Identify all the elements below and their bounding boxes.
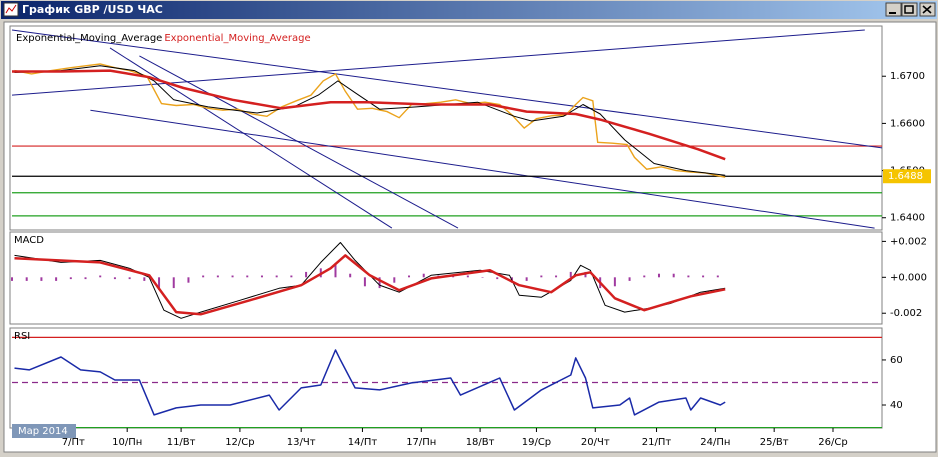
histogram-bar [687,275,690,278]
x-tick-label: 26/Ср [818,437,847,448]
period-badge [12,424,76,438]
x-tick-label: 25/Вт [760,437,789,448]
x-tick-label: 24/Пн [700,437,730,448]
histogram-bar [525,277,528,281]
window-icon-glyph [5,4,17,14]
histogram-bar [128,277,131,280]
histogram-bar [246,275,249,278]
x-tick-label: 14/Пт [348,437,378,448]
x-tick-label: 17/Пн [406,437,436,448]
price-line [14,63,726,178]
histogram-bar [216,275,219,278]
histogram-bar [349,273,352,278]
histogram-bar [540,275,543,278]
histogram-bar [672,273,675,278]
x-tick-label: 18/Вт [466,437,495,448]
histogram-bar [628,277,631,281]
title-bar [1,1,937,19]
x-tick-label: 19/Ср [522,437,551,448]
histogram-bar [363,277,366,287]
histogram-bar [496,277,499,280]
y-tick-label: +0.002 [890,236,927,247]
y-tick-label: 1.6400 [890,213,925,224]
period-label: Мар 2014 [18,426,68,437]
histogram-bar [25,277,28,281]
trendline [90,109,875,229]
histogram-bar [202,275,205,278]
histogram-bar [84,277,87,280]
minimize-button[interactable] [885,2,902,17]
x-tick-label: 10/Пн [112,437,142,448]
histogram-bar [99,275,102,278]
histogram-bar [260,275,263,278]
histogram-bar [569,271,572,278]
histogram-bar [305,271,308,278]
histogram-bar [643,275,646,278]
close-button[interactable] [919,2,936,17]
histogram-bar [113,277,116,280]
histogram-bar [584,271,587,278]
series-line [14,254,726,316]
histogram-bar [172,277,175,289]
histogram-bar [143,277,146,281]
legend-entry: Exponential_Moving_Average [164,33,310,44]
histogram-bar [55,277,58,281]
histogram-bar [657,273,660,278]
y-tick-label: +0.000 [890,272,927,283]
histogram-bar [275,275,278,278]
histogram-bar [613,277,616,287]
last-price-label: 1.6488 [888,171,923,182]
histogram-bar [702,275,705,278]
window-title: График GBP /USD ЧАС [22,3,163,16]
x-tick-label: 20/Чт [581,437,610,448]
series-line [14,349,726,416]
legend-entry: Exponential_Moving_Average [16,33,162,44]
histogram-bar [555,275,558,278]
y-tick-label: 40 [890,400,903,411]
x-tick-label: 12/Ср [225,437,254,448]
x-tick-label: 7/Пт [62,437,85,448]
histogram-bar [466,275,469,278]
y-tick-label: 1.6700 [890,71,925,82]
x-tick-label: 11/Вт [167,437,196,448]
histogram-bar [40,277,43,281]
trendline [11,29,882,149]
series-line [14,242,726,319]
histogram-bar [481,277,484,278]
maximize-button[interactable] [901,2,918,17]
histogram-bar [334,262,337,278]
pane [9,231,883,325]
y-tick-label: -0.002 [890,308,922,319]
last-price-box [883,169,931,184]
histogram-bar [422,273,425,278]
series-line [12,69,726,161]
histogram-bar [69,277,72,280]
histogram-bar [231,275,234,278]
histogram-bar [158,277,161,290]
histogram-bar [290,275,293,278]
histogram-bar [716,275,719,278]
trendline [11,29,865,96]
x-tick-label: 13/Чт [287,437,316,448]
trendline [109,47,393,229]
histogram-bar [408,275,411,278]
x-tick-label: 21/Пт [642,437,672,448]
histogram-bar [187,277,190,283]
pane-title: RSI [14,331,30,342]
histogram-bar [11,277,13,281]
pane-title: MACD [14,235,44,246]
y-tick-label: 1.6600 [890,118,925,129]
histogram-bar [393,277,396,283]
y-tick-label: 60 [890,355,903,366]
histogram-bar [378,277,381,289]
